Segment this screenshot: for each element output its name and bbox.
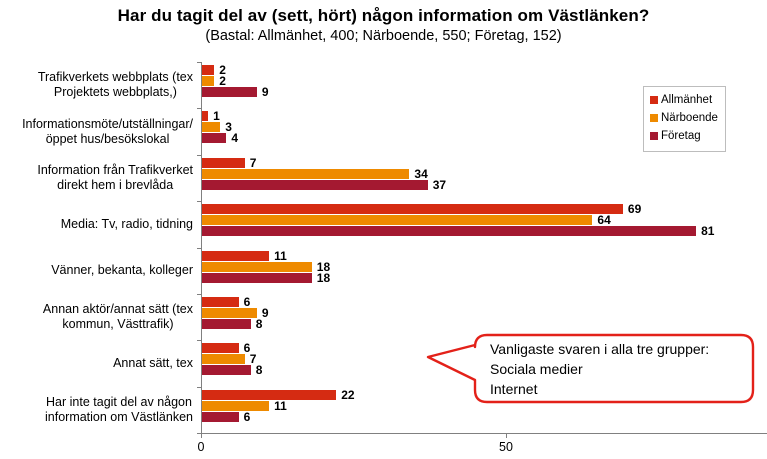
legend-label: Företag: [661, 130, 701, 142]
bar-företag: [202, 226, 697, 237]
bar-value-label: 8: [255, 316, 263, 331]
category-label-text: Information från Trafikverket direkt hem …: [37, 162, 193, 192]
callout-line: Vanligaste svaren i alla tre grupper:: [490, 341, 710, 357]
category-label-text: Vänner, bekanta, kolleger: [51, 263, 193, 278]
bar-value-label: 22: [341, 387, 355, 402]
chart-subtitle: (Bastal: Allmänhet, 400; Närboende, 550;…: [205, 28, 562, 44]
bar-value-label: 6: [243, 341, 251, 356]
y-axis-tick: [197, 294, 202, 295]
bar-allmänhet: [202, 343, 239, 354]
legend-item: Allmänhet: [650, 94, 720, 106]
x-axis-tick: [201, 434, 202, 438]
bar-närboende: [202, 307, 257, 318]
bar-value-label: 81: [701, 224, 715, 239]
bar-value-label: 9: [261, 85, 269, 99]
bar-allmänhet: [202, 65, 215, 75]
bar-allmänhet: [202, 111, 209, 122]
category-label: Annan aktör/annat sätt (tex kommun, Västt…: [0, 294, 193, 340]
callout-outline: [426, 333, 755, 404]
legend-swatch-icon: [650, 132, 658, 140]
bar-närboende: [202, 354, 245, 365]
y-axis-tick: [197, 433, 202, 434]
category-label: Vänner, bekanta, kolleger: [0, 248, 193, 294]
bar-value-label: 2: [219, 63, 226, 77]
bar-företag: [202, 411, 239, 422]
y-axis-tick: [197, 155, 202, 156]
bar-allmänhet: [202, 296, 239, 307]
bar-närboende: [202, 215, 593, 226]
legend-item: Företag: [650, 130, 720, 142]
bar-value-label: 11: [274, 398, 287, 413]
category-label: Information från Trafikverket direkt hem …: [0, 155, 193, 201]
x-axis-tick-label: 50: [499, 440, 513, 454]
bar-närboende: [202, 168, 410, 179]
bar-företag: [202, 318, 251, 329]
category-label-text: Annat sätt, tex: [113, 355, 193, 370]
bar-value-label: 9: [261, 305, 269, 320]
bar-närboende: [202, 76, 215, 86]
legend-swatch-icon: [650, 96, 658, 104]
category-label-text: Har inte tagit del av någon information o…: [45, 394, 193, 424]
y-axis-tick: [197, 201, 202, 202]
bar-allmänhet: [202, 204, 623, 215]
category-label: Har inte tagit del av någon information o…: [0, 387, 193, 433]
bar-företag: [202, 272, 312, 283]
y-axis-tick: [197, 248, 202, 249]
legend-label: Närboende: [661, 112, 718, 124]
bar-närboende: [202, 122, 221, 133]
bar-företag: [202, 365, 251, 376]
callout-text: Vanligaste svaren i alla tre grupper: Soc…: [490, 339, 750, 399]
category-label-text: Trafikverkets webbplats (tex Projektets w…: [37, 70, 193, 100]
bar-value-label: 37: [432, 177, 447, 192]
bar-allmänhet: [202, 389, 337, 400]
bar-value-label: 18: [316, 270, 331, 285]
legend-item: Närboende: [650, 112, 720, 124]
callout-line: Internet: [490, 381, 538, 397]
legend-label: Allmänhet: [661, 94, 713, 106]
bar-allmänhet: [202, 250, 270, 261]
bar-value-label: 34: [414, 166, 428, 181]
y-axis-tick: [197, 340, 202, 341]
category-label-text: Informationsmöte/utställningar/öppet hus…: [22, 116, 193, 146]
bar-value-label: 2: [219, 74, 226, 88]
category-label-text: Media: Tv, radio, tidning: [60, 216, 193, 231]
legend-box: Allmänhet Närboende Företag: [643, 86, 726, 152]
callout-bubble: [426, 333, 755, 404]
bar-närboende: [202, 400, 270, 411]
category-label: Annat sätt, tex: [0, 340, 193, 386]
x-axis-tick: [506, 434, 507, 438]
category-label: Informationsmöte/utställningar/öppet hus…: [0, 108, 193, 154]
bar-företag: [202, 133, 227, 144]
legend-swatch-icon: [650, 114, 658, 122]
category-label: Trafikverkets webbplats (tex Projektets w…: [0, 62, 193, 108]
bar-företag: [202, 87, 257, 97]
category-label: Media: Tv, radio, tidning: [0, 201, 193, 247]
y-axis-tick: [197, 108, 202, 109]
bar-value-label: 7: [249, 352, 257, 367]
bar-value-label: 69: [627, 202, 642, 217]
x-axis-tick-label: 0: [197, 440, 205, 454]
bar-närboende: [202, 261, 312, 272]
bar-value-label: 64: [597, 213, 611, 228]
bar-allmänhet: [202, 157, 245, 168]
bar-value-label: 1: [213, 109, 220, 124]
y-axis-tick: [197, 62, 202, 63]
bar-value-label: 3: [225, 120, 232, 135]
bar-value-label: 6: [243, 409, 251, 424]
bar-företag: [202, 179, 428, 190]
category-label-text: Annan aktör/annat sätt (tex kommun, Västt…: [42, 302, 193, 332]
bar-value-label: 8: [255, 363, 263, 378]
bar-value-label: 4: [231, 131, 239, 146]
callout-line: Sociala medier: [490, 361, 583, 377]
bar-value-label: 18: [316, 259, 331, 274]
bar-value-label: 7: [249, 155, 257, 170]
chart-title: Har du tagit del av (sett, hört) någon i…: [117, 6, 650, 25]
bar-value-label: 6: [243, 294, 251, 309]
bar-value-label: 11: [274, 248, 287, 263]
y-axis-tick: [197, 387, 202, 388]
